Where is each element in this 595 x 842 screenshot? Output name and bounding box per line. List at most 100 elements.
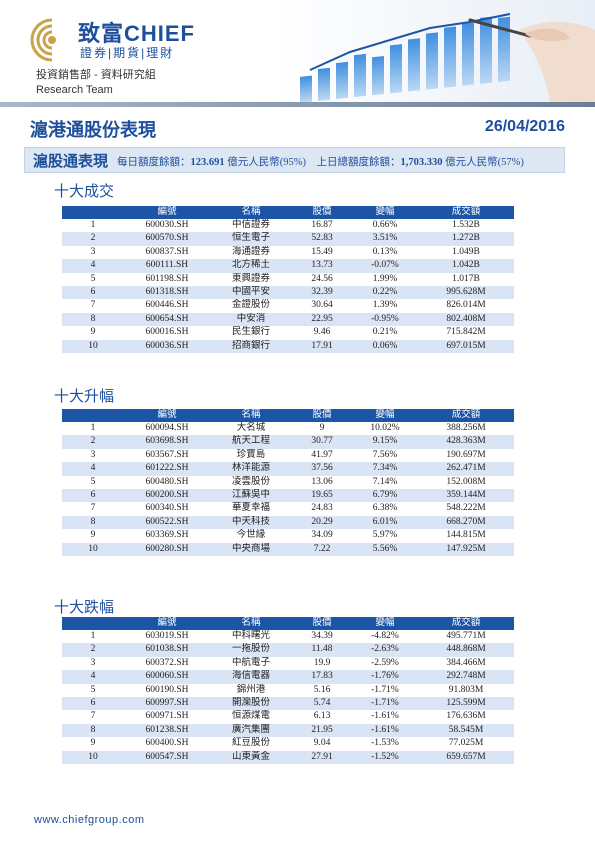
column-header-turnover: 成交額 xyxy=(418,617,514,630)
cell-price: 5.74 xyxy=(292,697,352,711)
column-header-code: 編號 xyxy=(124,617,210,630)
cell-code: 601038.SH xyxy=(124,643,210,657)
chief-logo: 致富CHIEF 證券|期貨|理財 xyxy=(30,14,230,64)
cell-code: 600036.SH xyxy=(124,339,210,354)
cell-turnover: 144.815M xyxy=(418,529,514,543)
cell-code: 600340.SH xyxy=(124,502,210,516)
chief-logo-icon xyxy=(30,18,74,62)
cell-change: -1.71% xyxy=(352,697,418,711)
table-row: 6 600200.SH 江蘇吳中 19.65 6.79% 359.144M xyxy=(62,489,514,503)
cell-change: 3.51% xyxy=(352,232,418,246)
cell-name: 一拖股份 xyxy=(210,643,292,657)
cell-rank: 7 xyxy=(62,710,124,724)
cell-change: -4.82% xyxy=(352,630,418,644)
cell-change: 7.34% xyxy=(352,462,418,476)
cell-name: 北方稀土 xyxy=(210,259,292,273)
cell-change: 1.39% xyxy=(352,299,418,313)
header-divider xyxy=(0,102,595,107)
cell-turnover: 77.025M xyxy=(418,737,514,751)
cell-price: 41.97 xyxy=(292,448,352,463)
cell-turnover: 448.868M xyxy=(418,643,514,657)
cell-turnover: 262.471M xyxy=(418,462,514,476)
cell-turnover: 428.363M xyxy=(418,435,514,449)
cell-price: 24.56 xyxy=(292,272,352,287)
table-row: 4 601222.SH 林洋能源 37.56 7.34% 262.471M xyxy=(62,462,514,476)
prev-quota-value: 1,703.330 xyxy=(400,157,443,168)
cell-change: -1.61% xyxy=(352,710,418,724)
cell-rank: 8 xyxy=(62,723,124,738)
column-header-change: 變幅 xyxy=(352,617,418,630)
cell-price: 17.91 xyxy=(292,339,352,354)
cell-change: 9.15% xyxy=(352,435,418,449)
column-header-rank xyxy=(62,617,124,630)
cell-code: 600522.SH xyxy=(124,515,210,530)
header-chart-illustration xyxy=(270,0,595,102)
cell-price: 13.06 xyxy=(292,475,352,490)
cell-name: 華夏幸福 xyxy=(210,502,292,516)
cell-name: 東興證券 xyxy=(210,272,292,287)
cell-price: 9 xyxy=(292,422,352,436)
cell-change: 6.38% xyxy=(352,502,418,516)
column-header-turnover: 成交額 xyxy=(418,409,514,422)
cell-change: 5.56% xyxy=(352,542,418,557)
cell-name: 中航電子 xyxy=(210,656,292,671)
cell-code: 600111.SH xyxy=(124,259,210,273)
column-header-name: 名稱 xyxy=(210,206,292,219)
cell-price: 34.09 xyxy=(292,529,352,543)
table-row: 9 603369.SH 今世緣 34.09 5.97% 144.815M xyxy=(62,529,514,543)
cell-rank: 6 xyxy=(62,697,124,711)
cell-name: 大名城 xyxy=(210,422,292,436)
cell-code: 600547.SH xyxy=(124,750,210,765)
cell-rank: 3 xyxy=(62,448,124,463)
footer-url[interactable]: www.chiefgroup.com xyxy=(34,814,145,826)
cell-turnover: 1.532B xyxy=(418,219,514,233)
cell-turnover: 176.636M xyxy=(418,710,514,724)
cell-turnover: 58.545M xyxy=(418,723,514,738)
cell-turnover: 1.042B xyxy=(418,259,514,273)
cell-rank: 10 xyxy=(62,339,124,354)
cell-price: 11.48 xyxy=(292,643,352,657)
cell-name: 珍寶島 xyxy=(210,448,292,463)
cell-change: 7.56% xyxy=(352,448,418,463)
cell-name: 中信證券 xyxy=(210,219,292,233)
cell-change: -1.76% xyxy=(352,670,418,684)
cell-change: -1.53% xyxy=(352,737,418,751)
column-header-change: 變幅 xyxy=(352,409,418,422)
cell-rank: 1 xyxy=(62,630,124,644)
column-header-turnover: 成交額 xyxy=(418,206,514,219)
cell-price: 30.64 xyxy=(292,299,352,313)
cell-name: 中央商場 xyxy=(210,542,292,557)
cell-rank: 2 xyxy=(62,232,124,246)
table-row: 2 600570.SH 恒生電子 52.83 3.51% 1.272B xyxy=(62,232,514,246)
cell-name: 航天工程 xyxy=(210,435,292,449)
table-row: 6 600997.SH 開灤股份 5.74 -1.71% 125.599M xyxy=(62,697,514,711)
cell-price: 52.83 xyxy=(292,232,352,246)
cell-name: 海信電器 xyxy=(210,670,292,684)
cell-code: 603567.SH xyxy=(124,448,210,463)
cell-change: 5.97% xyxy=(352,529,418,543)
cell-code: 600200.SH xyxy=(124,489,210,503)
table-header-row: 編號 名稱 股價 變幅 成交額 xyxy=(62,409,514,422)
cell-price: 5.16 xyxy=(292,683,352,698)
logo-title: 致富CHIEF xyxy=(78,21,196,46)
table-row: 4 600060.SH 海信電器 17.83 -1.76% 292.748M xyxy=(62,670,514,684)
column-header-rank xyxy=(62,206,124,219)
column-header-code: 編號 xyxy=(124,409,210,422)
cell-turnover: 548.222M xyxy=(418,502,514,516)
top-losers-table: 編號 名稱 股價 變幅 成交額 1 603019.SH 中科曙光 34.39 -4.82% 495.… xyxy=(62,617,514,765)
cell-turnover: 91.803M xyxy=(418,683,514,698)
cell-rank: 6 xyxy=(62,286,124,300)
table-row: 5 601198.SH 東興證券 24.56 1.99% 1.017B xyxy=(62,272,514,287)
cell-price: 9.46 xyxy=(292,326,352,340)
top-losers-title: 十大跌幅 xyxy=(54,599,115,616)
cell-name: 林洋能源 xyxy=(210,462,292,476)
cell-rank: 5 xyxy=(62,272,124,287)
table-row: 9 600400.SH 紅豆股份 9.04 -1.53% 77.025M xyxy=(62,737,514,751)
table-row: 1 600030.SH 中信證券 16.87 0.66% 1.532B xyxy=(62,219,514,233)
cell-name: 中安消 xyxy=(210,312,292,327)
cell-name: 中科曙光 xyxy=(210,630,292,644)
column-header-change: 變幅 xyxy=(352,206,418,219)
cell-change: -2.59% xyxy=(352,656,418,671)
cell-name: 山東黃金 xyxy=(210,750,292,765)
cell-rank: 6 xyxy=(62,489,124,503)
